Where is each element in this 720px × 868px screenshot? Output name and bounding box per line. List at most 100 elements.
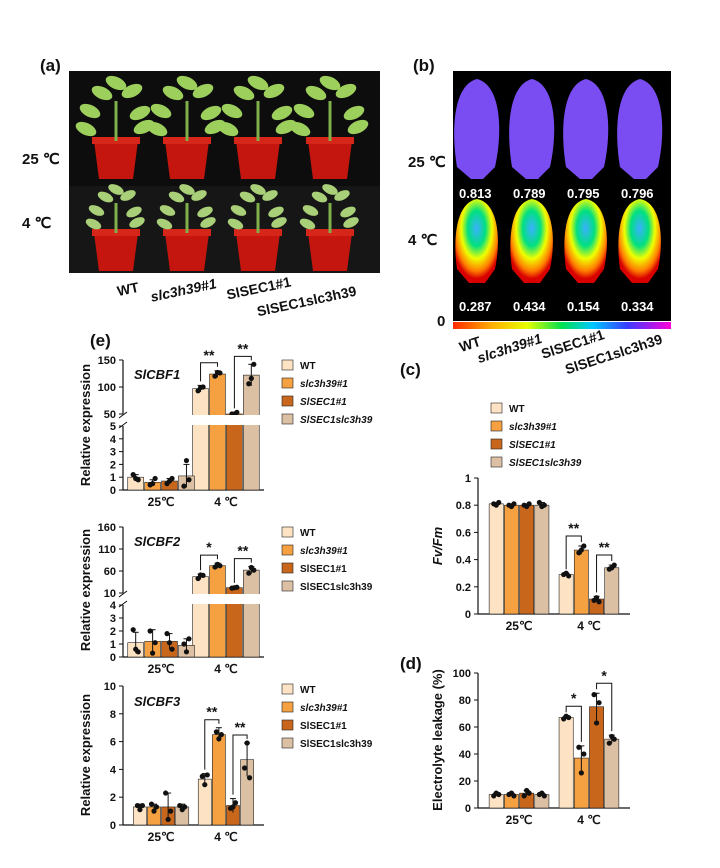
data-point	[536, 499, 542, 506]
data-point	[521, 793, 527, 799]
legend-label: slc3h39#1	[300, 546, 348, 557]
legend-label: slc3h39#1	[300, 379, 348, 390]
data-point	[177, 802, 183, 809]
data-point	[541, 502, 547, 508]
y-tick-label: 3	[110, 613, 116, 625]
x-tick-label: 25℃	[506, 619, 533, 633]
leaf-4c	[455, 199, 498, 283]
y-tick-label: 0.2	[456, 582, 471, 594]
y-tick-label: 100	[453, 668, 471, 680]
y-tick-label: 0	[110, 652, 116, 664]
significance-label: **	[568, 520, 579, 536]
plant-leaf	[340, 206, 356, 218]
data-point	[611, 736, 617, 742]
data-point	[181, 483, 187, 489]
panel-b-condition-25: 25 ℃	[408, 154, 446, 171]
legend-swatch	[490, 438, 503, 450]
x-tick-label: 4 ℃	[577, 813, 600, 827]
plant-leaf	[75, 121, 97, 137]
data-point	[496, 791, 502, 798]
panel-e-label: (e)	[90, 331, 111, 350]
data-point	[204, 772, 210, 778]
data-point	[147, 628, 153, 634]
y-tick-label: 20	[459, 776, 471, 788]
x-tick-label: 4 ℃	[214, 830, 237, 844]
fvfm-4-slsec1: 0.154	[567, 299, 600, 314]
data-point	[169, 646, 175, 652]
plant-leaf	[192, 83, 214, 99]
bar	[573, 549, 589, 615]
y-tick-label: 0.6	[456, 527, 471, 539]
axis-break	[118, 411, 128, 419]
x-tick-label: 25℃	[506, 813, 533, 827]
data-point	[181, 641, 187, 647]
legend-swatch	[281, 683, 294, 695]
y-tick-label: 110	[98, 544, 116, 556]
legend-label: WT	[509, 404, 525, 415]
plant-leaf	[129, 105, 151, 121]
significance-bracket	[232, 734, 248, 795]
data-point	[496, 499, 502, 506]
plant-leaf	[271, 217, 287, 228]
y-axis-label: Relative expression	[78, 529, 93, 651]
plant-leaf	[305, 85, 327, 101]
legend-label: SlSEC1#1	[300, 721, 347, 732]
leaf-4c	[618, 199, 661, 283]
data-point	[212, 373, 218, 379]
plant-leaf	[343, 105, 365, 121]
break-gap	[190, 594, 262, 604]
plant-leaf	[239, 191, 256, 203]
plant-leaf	[97, 191, 114, 203]
bar	[226, 413, 243, 491]
plant-leaf	[129, 217, 145, 228]
significance-bracket	[596, 682, 613, 732]
significance-label: **	[235, 719, 246, 735]
gene-name: SlCBF1	[134, 367, 180, 382]
significance-bracket	[200, 554, 218, 571]
data-point	[526, 501, 532, 507]
data-point	[183, 457, 190, 464]
leaf-25c	[563, 79, 609, 179]
legend-swatch	[281, 562, 294, 574]
significance-label: **	[204, 347, 215, 363]
bar	[209, 565, 226, 658]
plant-leaf	[334, 190, 350, 201]
data-point	[139, 802, 146, 809]
y-tick-label: 2	[110, 459, 116, 471]
leaf-4c	[564, 199, 607, 283]
x-tick-label: 4 ℃	[214, 495, 237, 509]
plant-leaf	[85, 218, 102, 230]
data-point	[186, 636, 192, 642]
data-point	[169, 475, 175, 482]
legend-swatch	[490, 402, 503, 414]
data-point	[217, 563, 223, 569]
x-tick-label: 4 ℃	[214, 662, 237, 676]
x-tick-label: 25℃	[148, 495, 175, 509]
plant-leaf	[191, 190, 207, 201]
gene-name: SlCBF2	[134, 534, 181, 549]
data-point	[135, 477, 141, 483]
plant-leaf	[162, 85, 184, 101]
y-axis-label: Relative expression	[78, 694, 93, 816]
data-point	[511, 793, 517, 799]
y-tick-label: 100	[98, 382, 116, 394]
plant-leaf	[120, 190, 136, 201]
legend-label: SlSEC1slc3h39	[300, 739, 373, 750]
data-point	[137, 807, 143, 813]
leaf-4c	[510, 199, 553, 283]
fvfm-25-slsec1: 0.795	[567, 186, 600, 201]
data-point	[246, 381, 252, 387]
plant-leaf	[343, 217, 359, 228]
plant-leaf	[79, 103, 101, 119]
legend-swatch	[490, 456, 503, 468]
y-tick-label: 4	[110, 434, 117, 446]
data-point	[216, 736, 222, 742]
panel-a-condition-25: 25 ℃	[22, 151, 60, 168]
plant-leaf	[322, 184, 338, 195]
panel-b-condition-4: 4 ℃	[408, 232, 438, 249]
y-tick-label: 0	[465, 803, 471, 815]
plant-leaf	[250, 184, 266, 195]
legend-label: slc3h39#1	[300, 703, 348, 714]
plant-leaf	[108, 184, 124, 195]
y-tick-label: 50	[104, 409, 116, 421]
